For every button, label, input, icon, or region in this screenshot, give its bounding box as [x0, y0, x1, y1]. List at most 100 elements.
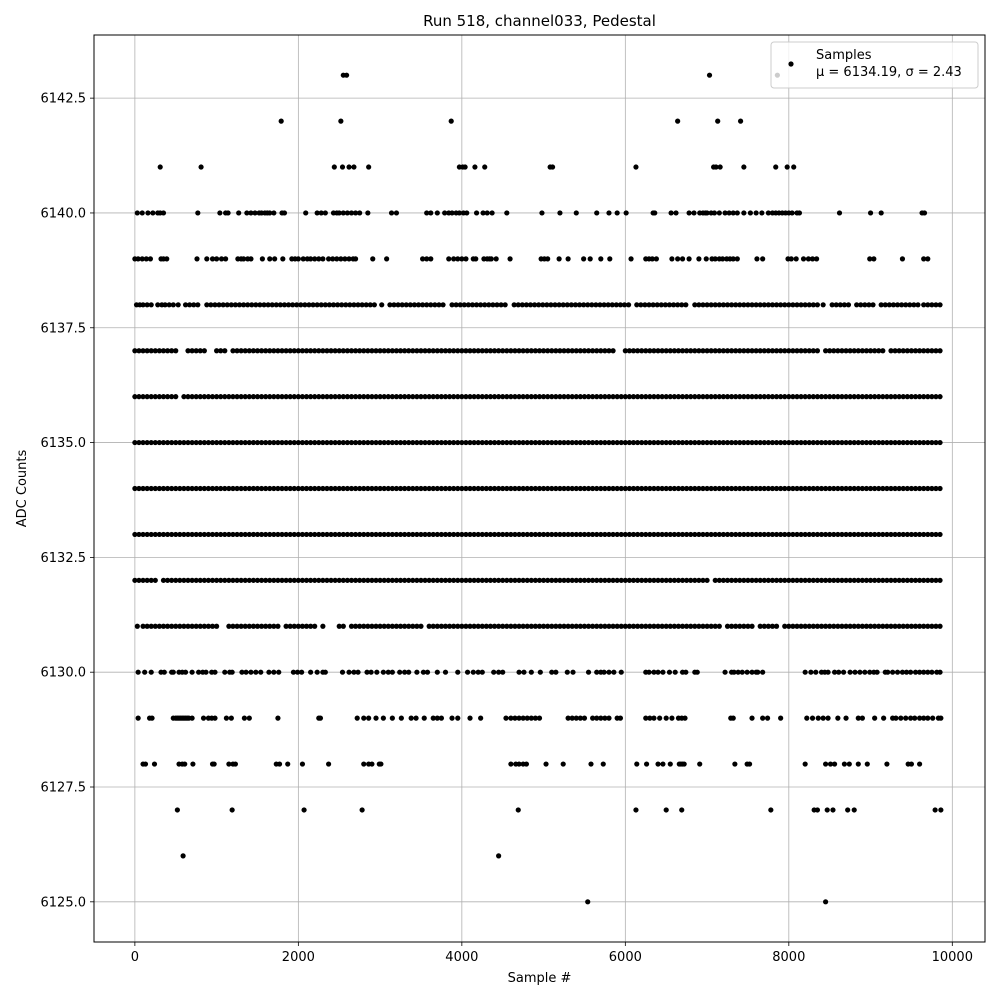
data-point: [606, 485, 612, 492]
data-point: [594, 715, 600, 721]
data-point: [344, 210, 351, 216]
data-point: [590, 577, 596, 583]
data-point: [790, 485, 796, 492]
data-point: [240, 302, 247, 308]
data-point: [884, 577, 890, 583]
data-point: [222, 669, 228, 675]
data-point: [904, 485, 910, 492]
data-point: [737, 394, 743, 400]
data-point: [249, 302, 255, 308]
data-point: [753, 302, 759, 308]
data-point: [258, 348, 265, 354]
data-point: [502, 302, 508, 308]
data-point: [798, 439, 804, 446]
data-point: [786, 485, 792, 492]
data-point: [515, 302, 521, 308]
data-point: [659, 485, 665, 492]
data-point: [855, 715, 861, 721]
data-point: [933, 348, 939, 354]
data-point: [331, 164, 337, 170]
data-point: [884, 531, 890, 538]
data-point: [263, 394, 269, 400]
data-point: [733, 577, 739, 583]
data-point: [152, 623, 158, 629]
data-point: [614, 439, 620, 446]
data-point: [716, 394, 722, 400]
data-point: [236, 210, 242, 216]
data-point: [606, 439, 612, 446]
data-point: [263, 485, 269, 492]
data-point: [136, 394, 142, 400]
data-point: [283, 577, 289, 583]
data-point: [730, 256, 736, 262]
data-point: [312, 439, 318, 446]
data-point: [294, 669, 301, 675]
data-point: [496, 394, 502, 400]
data-point: [442, 348, 449, 354]
y-tick-label: 6137.5: [41, 321, 87, 336]
data-point: [144, 623, 150, 629]
data-point: [442, 669, 449, 675]
data-point: [291, 623, 297, 629]
data-point: [152, 577, 158, 583]
data-point: [406, 623, 412, 629]
data-point: [617, 715, 624, 721]
data-point: [651, 485, 657, 492]
data-point: [451, 623, 457, 629]
data-point: [393, 577, 400, 583]
chart-title: Run 518, channel033, Pedestal: [423, 12, 656, 30]
data-point: [212, 302, 218, 308]
data-point: [622, 531, 628, 538]
data-point: [357, 394, 363, 400]
legend-marker: [788, 61, 794, 67]
data-point: [794, 394, 800, 400]
data-point: [892, 394, 898, 400]
data-point: [696, 485, 702, 492]
data-point: [651, 439, 657, 446]
data-point: [904, 394, 910, 400]
data-point: [577, 715, 583, 721]
data-point: [561, 394, 567, 400]
data-point: [214, 256, 220, 262]
data-point: [160, 210, 167, 216]
data-point: [859, 348, 865, 354]
data-point: [773, 531, 780, 538]
data-point: [211, 761, 217, 767]
data-point: [598, 485, 604, 492]
data-point: [823, 394, 829, 400]
data-point: [937, 394, 943, 400]
data-point: [214, 623, 220, 629]
data-point: [663, 394, 669, 400]
data-point: [708, 394, 714, 400]
data-point: [626, 348, 633, 354]
data-point: [340, 577, 346, 583]
data-point: [696, 577, 702, 583]
data-point: [496, 853, 502, 859]
data-point: [769, 348, 776, 354]
data-point: [328, 439, 334, 446]
data-point: [136, 531, 142, 538]
data-point: [917, 485, 923, 492]
data-point: [884, 394, 890, 400]
data-point: [866, 302, 872, 308]
data-point: [197, 348, 203, 354]
data-point: [402, 439, 408, 446]
data-point: [794, 577, 800, 583]
data-point: [647, 348, 653, 354]
data-point: [361, 531, 367, 538]
data-point: [320, 623, 326, 629]
data-point: [467, 348, 473, 354]
data-point: [393, 531, 400, 538]
data-point: [508, 485, 514, 492]
data-point: [896, 623, 902, 629]
data-point: [679, 531, 686, 538]
data-point: [152, 394, 158, 400]
data-point: [912, 439, 919, 446]
data-point: [696, 348, 702, 354]
data-point: [639, 485, 645, 492]
data-point: [892, 577, 898, 583]
data-point: [385, 577, 391, 583]
data-point: [343, 302, 349, 308]
data-point: [601, 302, 607, 308]
data-point: [299, 485, 306, 492]
